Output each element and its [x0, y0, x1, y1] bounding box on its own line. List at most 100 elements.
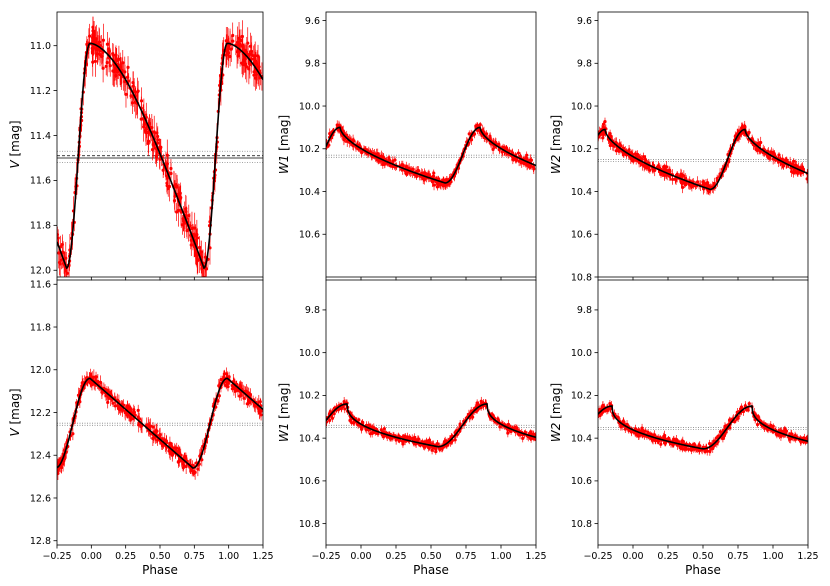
data-point: [458, 422, 462, 426]
data-point: [488, 136, 492, 141]
data-point: [168, 441, 172, 446]
panel-top-right: 9.6 9.8 10.0 10.2 10.4 10.6 10.8 W2 [mag]: [549, 11, 809, 283]
data-point: [598, 134, 600, 139]
data-point: [175, 184, 179, 188]
y-tick-label: 12.2: [30, 408, 51, 419]
data-point: [411, 167, 415, 171]
x-tick-label: 1.25: [252, 551, 273, 562]
data-point: [244, 389, 248, 393]
data-point: [673, 438, 678, 442]
y-tick-label: 9.8: [305, 305, 320, 316]
y-tick-label: 10.6: [299, 476, 320, 487]
panel-bottom-left: 11.6 11.8 12.0 12.2 12.4 12.6 12.8 −0.25 0.00 0.2…: [8, 280, 274, 577]
x-tick-label: 0.75: [455, 551, 476, 562]
data-point: [160, 444, 165, 448]
data-point: [664, 165, 669, 169]
data-point: [128, 405, 132, 409]
data-point: [775, 433, 779, 437]
y-tick-label: 12.6: [30, 493, 51, 504]
data-point: [129, 417, 133, 421]
y-tick-label: 10.4: [299, 433, 320, 444]
data-point: [161, 168, 165, 172]
data-point: [248, 392, 253, 397]
y-tick-label: 11.2: [30, 86, 51, 97]
x-tick-label: −0.25: [311, 551, 340, 562]
y-tick-label: 11.4: [30, 131, 51, 142]
data-point: [198, 245, 202, 250]
y-tick-label: 10.2: [571, 144, 592, 155]
data-point: [484, 132, 489, 136]
data-point: [193, 470, 197, 474]
data-point: [200, 458, 204, 462]
data-point: [528, 164, 533, 168]
model-curve: [57, 377, 263, 469]
data-point: [61, 250, 65, 254]
data-point: [521, 436, 525, 441]
y-tick-label: 11.6: [30, 280, 51, 291]
data-point: [57, 251, 61, 255]
data-point: [180, 223, 184, 227]
data-point: [743, 125, 747, 129]
y-tick-label: 10.6: [299, 230, 320, 241]
data-point: [202, 276, 206, 277]
data-point: [422, 171, 427, 175]
data-point: [175, 446, 179, 450]
y-tick-label: 10.2: [299, 391, 320, 402]
data-point: [253, 61, 257, 65]
data-point: [233, 389, 237, 393]
data-point: [638, 156, 642, 160]
data-point: [159, 145, 163, 149]
data-point: [179, 459, 184, 463]
data-point: [390, 164, 395, 169]
data-point: [131, 81, 135, 85]
data-point: [184, 464, 188, 469]
data-point: [516, 151, 521, 155]
data-point: [93, 59, 97, 63]
data-point: [224, 39, 228, 43]
data-point: [345, 133, 349, 137]
axes-frame: [597, 11, 809, 278]
data-point: [467, 132, 471, 136]
data-point: [777, 153, 781, 157]
data-point: [181, 466, 185, 470]
data-point: [422, 445, 426, 449]
data-point: [254, 72, 259, 77]
x-tick-label: 0.25: [115, 551, 136, 562]
x-tick-label: −0.25: [42, 551, 71, 562]
data-point: [108, 64, 112, 68]
data-point: [328, 418, 332, 423]
data-point: [416, 168, 420, 173]
x-tick-label: 0.00: [81, 551, 102, 562]
data-point: [57, 233, 60, 237]
data-point: [608, 407, 612, 411]
y-tick-label: 10.4: [571, 187, 592, 198]
data-point: [406, 435, 410, 439]
axes-frame: [56, 279, 264, 546]
y-axis-label: W1 [mag]: [277, 383, 291, 442]
data-point: [124, 92, 128, 96]
data-point: [645, 166, 649, 170]
data-point: [136, 408, 140, 412]
data-point: [113, 404, 117, 408]
data-point: [251, 54, 255, 58]
data-point: [404, 172, 409, 176]
data-point: [239, 38, 243, 43]
data-point: [633, 152, 637, 156]
data-point: [64, 269, 68, 273]
data-point: [443, 183, 447, 187]
data-point: [94, 375, 98, 379]
data-point: [643, 429, 647, 433]
data-point: [176, 449, 181, 454]
data-point: [380, 155, 384, 159]
data-point: [360, 150, 364, 154]
data-point: [92, 33, 96, 37]
model-curve: [57, 42, 263, 270]
y-tick-label: 10.8: [299, 519, 320, 530]
data-point: [244, 62, 248, 66]
panel-bottom-middle: 9.8 10.0 10.2 10.4 10.6 10.8 −0.25 0.00 0.25 0.50…: [277, 279, 547, 577]
data-point: [426, 445, 430, 450]
data-point: [601, 136, 605, 140]
data-point: [348, 418, 352, 423]
data-point: [400, 163, 404, 167]
